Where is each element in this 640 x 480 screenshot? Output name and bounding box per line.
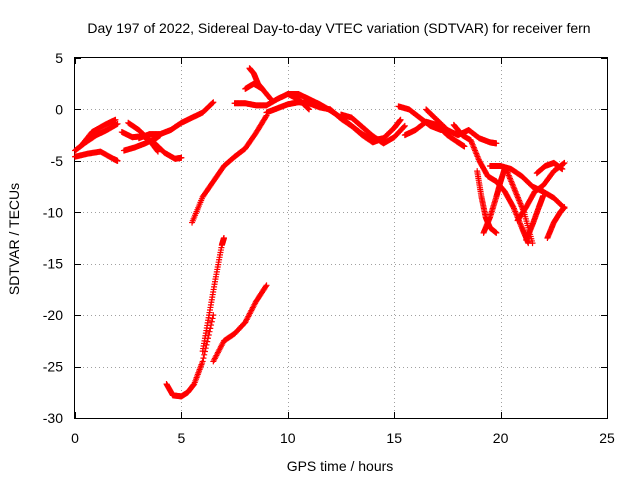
data-point (114, 157, 121, 164)
grid (75, 58, 607, 418)
data-point (380, 135, 387, 142)
data-point (220, 235, 227, 241)
series-arc-17 (423, 106, 500, 147)
series-arc-23 (523, 192, 547, 244)
series-arc-3 (78, 116, 119, 149)
tick-labels: 0 5 10 15 20 25 5 0 -5 -10 -15 -20 -25 -30 (43, 50, 615, 446)
data-point (267, 96, 274, 103)
y-tick-label: -20 (43, 307, 63, 323)
x-tick-label: 5 (178, 430, 186, 446)
data-point (493, 140, 500, 147)
y-tick-label: -5 (51, 153, 64, 169)
series-arc-7 (125, 119, 161, 155)
data-point (263, 282, 270, 289)
series-arc-2 (72, 148, 121, 164)
x-tick-label: 20 (493, 430, 509, 446)
chart-title: Day 197 of 2022, Sidereal Day-to-day VTE… (87, 20, 590, 36)
data-point (112, 116, 119, 123)
y-tick-label: -25 (43, 359, 63, 375)
y-tick-label: 5 (55, 50, 63, 66)
data-point (529, 240, 536, 247)
data-point (305, 105, 312, 112)
series-arc-28 (199, 235, 227, 355)
data-point (267, 95, 274, 102)
data-point (561, 204, 568, 211)
data-point (262, 113, 269, 120)
y-tick-label: 0 (55, 101, 63, 117)
axis-ticks (75, 58, 608, 419)
y-tick-label: -15 (43, 256, 63, 272)
data-point (201, 351, 208, 358)
data-point (200, 355, 207, 362)
series-arc-26 (544, 204, 568, 241)
data-point (540, 192, 547, 199)
data-point (178, 154, 185, 161)
data-point (561, 159, 568, 166)
y-tick-label: -10 (43, 204, 63, 220)
plot-frame (74, 57, 608, 419)
series-arc-20 (480, 165, 508, 236)
series-arc-29 (210, 282, 270, 365)
data-point (401, 123, 408, 130)
data-point (493, 229, 500, 236)
x-tick-label: 10 (280, 430, 296, 446)
data-marks (72, 65, 568, 400)
data-point (209, 315, 216, 322)
data-point (461, 143, 468, 150)
series-arc-12 (231, 91, 313, 113)
series-arc-8 (189, 112, 270, 226)
data-point (154, 147, 161, 154)
x-tick-label: 15 (386, 430, 402, 446)
data-point (262, 283, 269, 290)
data-point (306, 106, 313, 113)
series-arc-25 (533, 159, 566, 177)
data-point (154, 148, 161, 155)
series-arc-11 (338, 111, 408, 147)
data-point (559, 166, 566, 173)
data-point (206, 328, 213, 335)
y-axis-label: SDTVAR / TECUs (6, 183, 22, 295)
x-axis-label: GPS time / hours (287, 458, 394, 474)
series-arc-24 (514, 159, 568, 224)
series-arc-27 (163, 312, 217, 400)
series-arc-1 (72, 120, 121, 154)
series-arc-14 (242, 80, 274, 103)
data-point (204, 338, 211, 345)
data-point (114, 120, 121, 127)
data-point (209, 99, 216, 106)
y-tick-label: -30 (43, 410, 63, 426)
data-point (397, 116, 404, 123)
series-arc-16 (401, 118, 468, 150)
data-point (199, 358, 206, 365)
x-tick-label: 0 (71, 430, 79, 446)
data-point (401, 122, 408, 129)
data-point (210, 99, 217, 106)
x-tick-label: 25 (599, 430, 615, 446)
data-point (208, 318, 215, 325)
series-arc-6 (135, 99, 217, 142)
